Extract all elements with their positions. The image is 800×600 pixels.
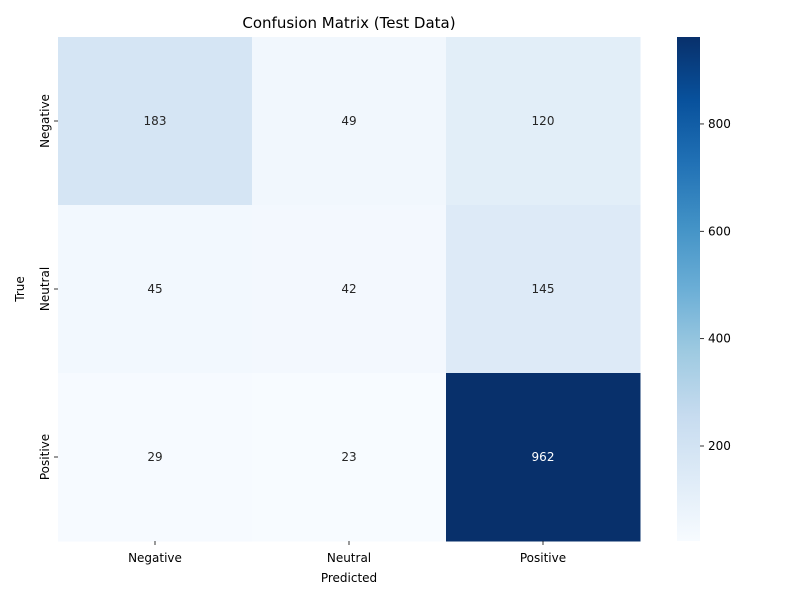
colorbar-tick-label: 600 xyxy=(708,224,731,238)
heatmap-cell xyxy=(446,37,641,206)
heatmap-cell xyxy=(252,373,447,542)
colorbar-tick-label: 800 xyxy=(708,117,731,131)
cell-value-label: 45 xyxy=(147,282,162,296)
colorbar xyxy=(677,37,700,541)
cell-value-label: 962 xyxy=(532,450,555,464)
x-axis-label: Predicted xyxy=(321,571,377,585)
x-axis: Negative Neutral Positive xyxy=(128,541,566,565)
colorbar-tick-label: 400 xyxy=(708,332,731,346)
y-axis-label: True xyxy=(13,276,27,303)
colorbar-tick-label: 200 xyxy=(708,439,731,453)
y-tick-label: Neutral xyxy=(38,267,52,311)
cell-value-label: 42 xyxy=(341,282,356,296)
x-tick-label: Neutral xyxy=(327,551,371,565)
heatmap-cell xyxy=(58,373,253,542)
x-tick-label: Positive xyxy=(520,551,566,565)
x-tick-label: Negative xyxy=(128,551,182,565)
cell-value-label: 49 xyxy=(341,114,356,128)
colorbar-ticks: 200 400 600 800 xyxy=(700,117,731,453)
cell-value-label: 183 xyxy=(144,114,167,128)
chart-title: Confusion Matrix (Test Data) xyxy=(242,14,455,32)
cell-value-label: 145 xyxy=(532,282,555,296)
heatmap-cell xyxy=(252,205,447,374)
heatmap-cell xyxy=(58,205,253,374)
heatmap-cell xyxy=(58,37,253,206)
cell-value-label: 23 xyxy=(341,450,356,464)
y-tick-label: Negative xyxy=(38,94,52,148)
cell-value-label: 29 xyxy=(147,450,162,464)
y-axis: Negative Neutral Positive xyxy=(38,94,58,480)
heatmap-cell xyxy=(446,373,641,542)
heatmap-cell xyxy=(446,205,641,374)
cell-value-label: 120 xyxy=(532,114,555,128)
y-tick-label: Positive xyxy=(38,434,52,480)
heatmap-cell xyxy=(252,37,447,206)
heatmap-cells: 183 49 120 45 42 145 29 23 962 xyxy=(58,37,641,542)
